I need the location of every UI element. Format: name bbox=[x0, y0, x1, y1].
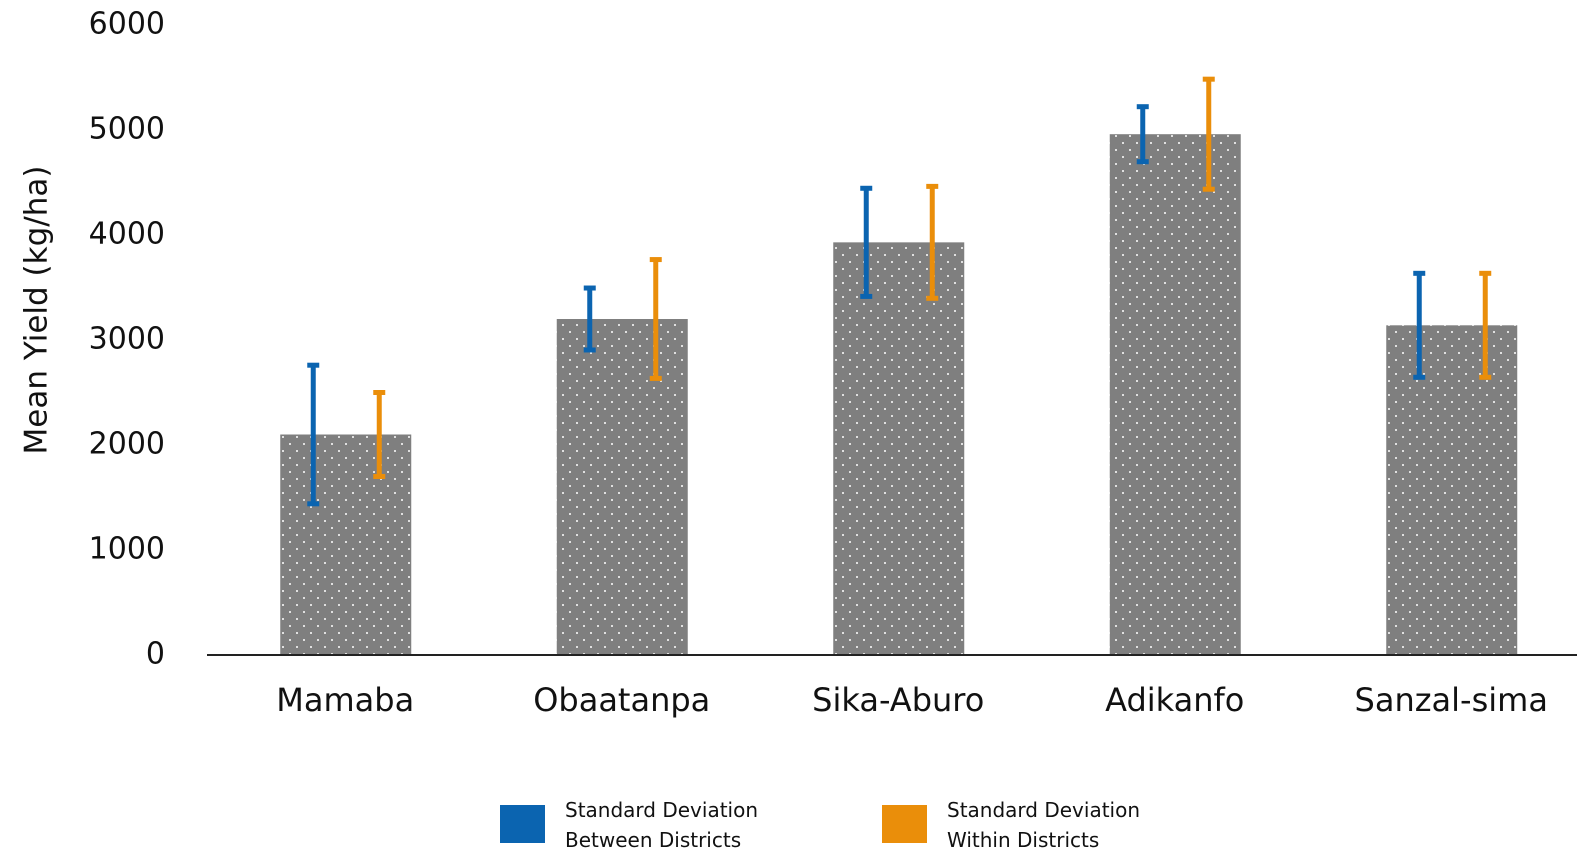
error-bar bbox=[860, 185, 873, 299]
y-tick-label: 6000 bbox=[89, 7, 165, 42]
error-bar bbox=[373, 390, 386, 479]
error-bar bbox=[649, 257, 662, 381]
y-tick-label: 1000 bbox=[89, 532, 165, 567]
legend-label: Standard Deviation Within Districts bbox=[947, 798, 1141, 852]
x-tick-label: Sika-Aburo bbox=[812, 681, 984, 719]
x-tick-label: Mamaba bbox=[276, 681, 414, 719]
bar bbox=[556, 319, 688, 655]
x-tick-label: Adikanfo bbox=[1105, 681, 1244, 719]
x-tick-label: Obaatanpa bbox=[533, 681, 710, 719]
legend-label: Standard Deviation Between Districts bbox=[565, 798, 759, 852]
error-bar bbox=[583, 285, 596, 353]
error-bar bbox=[1479, 270, 1492, 380]
y-tick-label: 0 bbox=[146, 637, 165, 672]
y-tick-label: 3000 bbox=[89, 322, 165, 357]
y-tick-label: 4000 bbox=[89, 217, 165, 252]
error-bar bbox=[307, 362, 320, 507]
legend-swatch bbox=[500, 805, 545, 843]
legend-item: Standard Deviation Within Districts bbox=[882, 795, 1182, 855]
error-bar bbox=[926, 183, 939, 301]
bar bbox=[1109, 134, 1241, 655]
y-tick-label: 2000 bbox=[89, 427, 165, 462]
bar bbox=[833, 242, 965, 655]
bar bbox=[1386, 325, 1518, 655]
y-tick-label: 5000 bbox=[89, 112, 165, 147]
y-axis-label: Mean Yield (kg/ha) bbox=[19, 166, 55, 455]
legend-item: Standard Deviation Between Districts bbox=[500, 795, 800, 855]
x-tick-label: Sanzal-sima bbox=[1355, 681, 1548, 719]
legend-swatch bbox=[882, 805, 927, 843]
error-bar bbox=[1136, 104, 1149, 165]
bar bbox=[280, 434, 412, 655]
error-bar bbox=[1202, 76, 1215, 192]
error-bar bbox=[1413, 270, 1426, 380]
